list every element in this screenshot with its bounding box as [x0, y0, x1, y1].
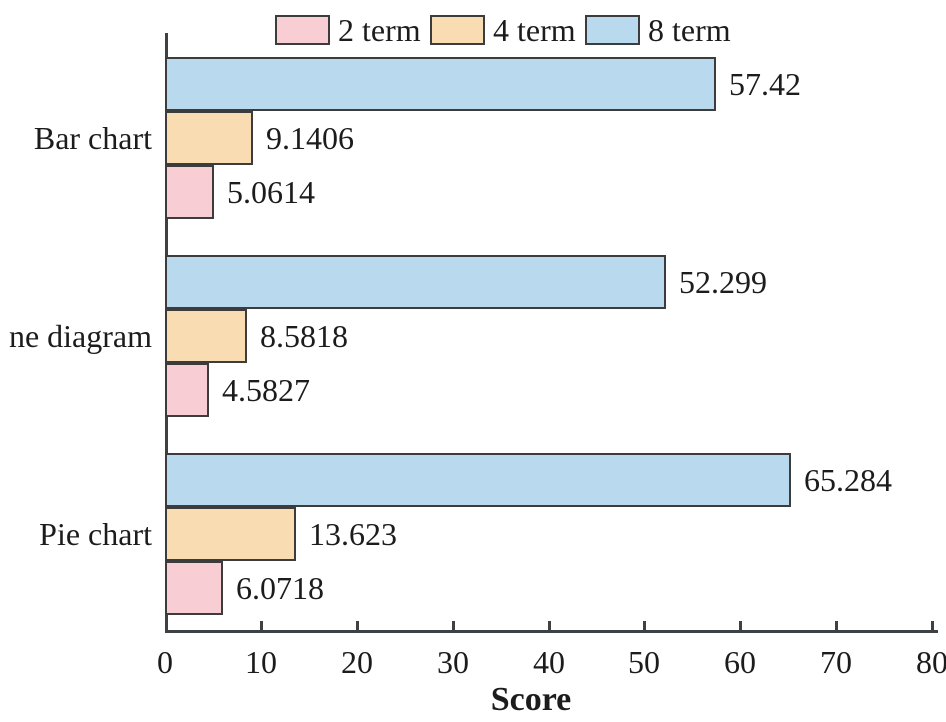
x-tick-70 — [835, 621, 838, 630]
x-tick-label-40: 40 — [533, 644, 565, 680]
value-label-pie-chart-4-term: 13.623 — [309, 516, 397, 552]
x-tick-10 — [260, 621, 263, 630]
x-axis-line — [165, 630, 938, 633]
category-label-bar-chart: Bar chart — [33, 120, 152, 156]
x-tick-40 — [548, 621, 551, 630]
x-tick-label-60: 60 — [724, 644, 756, 680]
legend-swatch-4-term — [430, 15, 485, 45]
x-tick-50 — [643, 621, 646, 630]
bar-pie-chart-4-term — [165, 507, 296, 561]
bar-ne-diagram-2-term — [165, 363, 209, 417]
bar-ne-diagram-4-term — [165, 309, 247, 363]
x-tick-label-20: 20 — [341, 644, 373, 680]
bar-pie-chart-8-term — [165, 453, 791, 507]
legend-swatch-2-term — [275, 15, 330, 45]
category-label-pie-chart: Pie chart — [39, 516, 152, 552]
legend-swatch-8-term — [585, 15, 640, 45]
x-tick-label-70: 70 — [820, 644, 852, 680]
value-label-bar-chart-4-term: 9.1406 — [266, 120, 354, 156]
bar-bar-chart-8-term — [165, 57, 716, 111]
x-tick-label-30: 30 — [437, 644, 469, 680]
x-tick-80 — [931, 621, 934, 630]
bar-ne-diagram-8-term — [165, 255, 666, 309]
bar-pie-chart-2-term — [165, 561, 223, 615]
bar-bar-chart-2-term — [165, 165, 214, 219]
x-tick-label-0: 0 — [157, 644, 173, 680]
value-label-pie-chart-2-term: 6.0718 — [236, 570, 324, 606]
x-tick-20 — [356, 621, 359, 630]
value-label-ne-diagram-4-term: 8.5818 — [260, 318, 348, 354]
x-tick-label-50: 50 — [628, 644, 660, 680]
value-label-pie-chart-8-term: 65.284 — [804, 462, 892, 498]
value-label-bar-chart-2-term: 5.0614 — [227, 174, 315, 210]
x-tick-label-80: 80 — [916, 644, 946, 680]
legend-label-2-term: 2 term — [338, 12, 421, 48]
value-label-ne-diagram-2-term: 4.5827 — [222, 372, 310, 408]
x-axis-title: Score — [490, 681, 572, 718]
legend-label-8-term: 8 term — [648, 12, 731, 48]
value-label-ne-diagram-8-term: 52.299 — [679, 264, 767, 300]
x-tick-60 — [739, 621, 742, 630]
category-label-ne-diagram: ne diagram — [8, 318, 152, 354]
value-label-bar-chart-8-term: 57.42 — [729, 66, 801, 102]
x-tick-30 — [452, 621, 455, 630]
bar-bar-chart-4-term — [165, 111, 253, 165]
x-tick-label-10: 10 — [245, 644, 277, 680]
legend-label-4-term: 4 term — [493, 12, 576, 48]
